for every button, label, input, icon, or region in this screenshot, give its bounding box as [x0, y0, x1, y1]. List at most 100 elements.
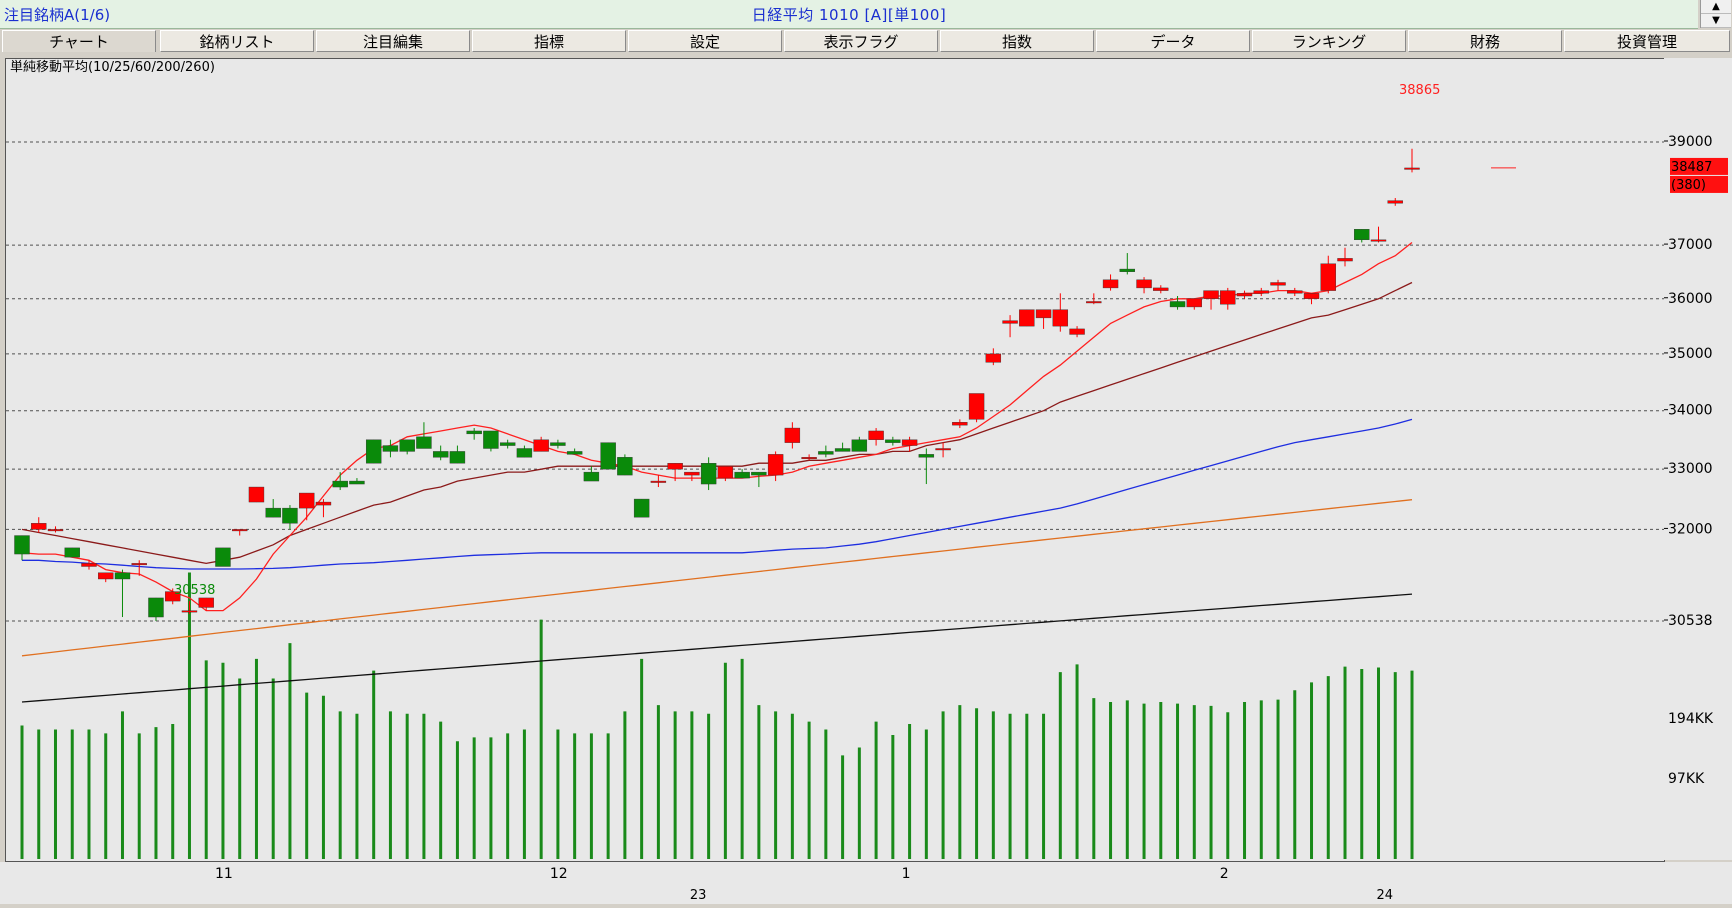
price-axis-svg: 39000 37000 36000 35000 34000 33000 32000 30538… — [1664, 134, 1728, 787]
candle-body — [449, 451, 466, 464]
candle-body — [499, 442, 516, 446]
spinner-up-icon[interactable]: ▲ — [1701, 0, 1731, 14]
candle-body — [298, 492, 315, 509]
candle-body — [165, 591, 181, 602]
candle-body — [1287, 290, 1303, 294]
candle-body — [315, 501, 332, 506]
candle-body — [583, 471, 600, 482]
candle-body — [1002, 320, 1018, 324]
candle-body — [684, 471, 700, 476]
candle-body — [767, 454, 784, 476]
ma25-line — [21, 281, 1413, 565]
candle-body — [1370, 239, 1387, 242]
candle-body — [566, 451, 583, 455]
tab-9[interactable]: 財務 — [1408, 30, 1562, 52]
candle-body — [1354, 229, 1370, 241]
candle-body — [918, 454, 935, 458]
tab-4[interactable]: 設定 — [628, 30, 782, 52]
month-label: 2 — [1220, 866, 1229, 882]
volume-tick-label: 194KK — [1668, 711, 1714, 727]
candle-body — [98, 572, 114, 580]
candle-body — [382, 445, 399, 452]
ma260-line — [21, 593, 1413, 703]
candle-body — [265, 507, 281, 518]
price-tick-label: 33000 — [1668, 461, 1713, 477]
month-label: 11 — [215, 866, 233, 882]
tab-bar: チャート 銘柄リスト 注目編集 指標 設定 表示フラグ 指数 データ ランキング 財務 投資管理 — [0, 29, 1732, 54]
candle-body — [818, 451, 834, 455]
candle-body — [1253, 290, 1269, 294]
candle-body — [885, 439, 901, 443]
tab-10[interactable]: 投資管理 — [1564, 30, 1730, 52]
candle-body — [31, 523, 47, 530]
candle-body — [64, 547, 80, 558]
tab-0[interactable]: チャート — [2, 30, 156, 52]
tab-7[interactable]: データ — [1096, 30, 1250, 52]
price-tick-label: 32000 — [1668, 521, 1713, 537]
candle-body — [1303, 293, 1320, 299]
spinner-down-icon[interactable]: ▼ — [1701, 14, 1731, 28]
volume-tick-label: 97KK — [1668, 771, 1705, 787]
price-tick-label: 37000 — [1668, 237, 1713, 253]
candle-body — [633, 498, 650, 518]
candle-body — [349, 480, 365, 485]
year-label: 24 — [1377, 888, 1394, 903]
last-price-box — [1670, 157, 1728, 175]
candle-body — [432, 451, 449, 458]
candle-body — [181, 610, 198, 613]
page-spinner[interactable]: ▲ ▼ — [1700, 0, 1731, 28]
ma200-line — [21, 499, 1413, 657]
watchlist-title[interactable]: 注目銘柄A(1/6) — [4, 6, 111, 24]
ma10-line — [21, 241, 1413, 612]
candle-body — [1337, 258, 1353, 262]
candle-body — [1035, 309, 1052, 319]
candle-body — [47, 529, 64, 532]
title-bar: 注目銘柄A(1/6) 日経平均 1010 [A][単100] — [0, 0, 1698, 29]
candle-body — [600, 442, 616, 470]
candle-body — [834, 448, 851, 452]
chart-svg: 単純移動平均(10/25/60/200/260) 38865 30538 — [6, 59, 1664, 859]
candle-body — [1220, 290, 1236, 305]
candle-body — [1236, 293, 1253, 297]
tab-8[interactable]: ランキング — [1252, 30, 1406, 52]
tab-5[interactable]: 表示フラグ — [784, 30, 938, 52]
candle-body — [1153, 287, 1169, 291]
candle-body — [901, 439, 918, 446]
high-label: 38865 — [1399, 83, 1440, 98]
candle-body — [416, 436, 432, 449]
candle-body — [801, 457, 817, 460]
candle-body — [365, 439, 382, 464]
candle-body — [1102, 279, 1119, 289]
tab-1[interactable]: 銘柄リスト — [160, 30, 314, 52]
candle-body — [1203, 290, 1219, 299]
candle-body — [717, 465, 734, 479]
year-label: 23 — [690, 888, 707, 903]
last-change-label: (380) — [1671, 178, 1706, 193]
month-label: 12 — [550, 866, 568, 882]
candle-body — [751, 471, 767, 476]
candle-body — [1019, 309, 1035, 327]
low-label: 30538 — [174, 583, 215, 598]
candle-body — [466, 430, 482, 435]
candle-body — [1320, 263, 1336, 291]
chart-area[interactable]: 単純移動平均(10/25/60/200/260) 38865 30538 — [5, 58, 1665, 862]
last-price-label: 38487 — [1671, 160, 1712, 175]
candle-body — [650, 480, 667, 483]
candle-body — [81, 563, 97, 567]
candle-body — [968, 393, 985, 420]
candle-body — [1404, 167, 1420, 170]
candle-body — [232, 529, 248, 532]
tab-3[interactable]: 指標 — [472, 30, 626, 52]
candle-body — [868, 430, 884, 440]
tab-2[interactable]: 注目編集 — [316, 30, 470, 52]
tab-6[interactable]: 指数 — [940, 30, 1094, 52]
last-change-box — [1670, 175, 1728, 193]
candle-body — [14, 535, 30, 555]
candle-body — [332, 480, 348, 488]
price-axis: 39000 37000 36000 35000 34000 33000 32000 30538… — [1664, 58, 1732, 860]
date-axis-svg: 11 12 1 223 24 — [215, 866, 1394, 903]
price-tick-label: 36000 — [1668, 291, 1713, 307]
symbol-title: 日経平均 1010 [A][単100] — [751, 6, 947, 24]
candle-body — [1136, 279, 1152, 289]
candle-body — [1119, 268, 1136, 272]
